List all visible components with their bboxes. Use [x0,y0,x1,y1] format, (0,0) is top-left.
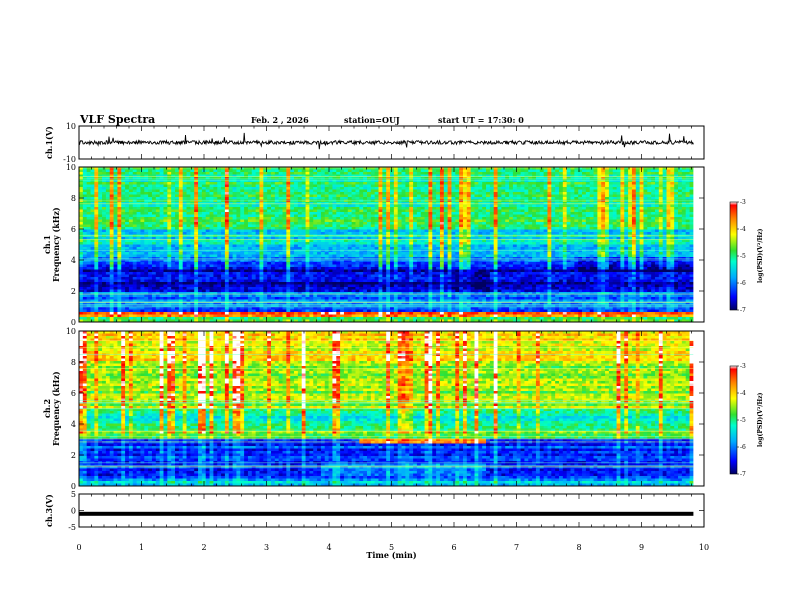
ch1-spectrogram-cells [79,167,704,323]
